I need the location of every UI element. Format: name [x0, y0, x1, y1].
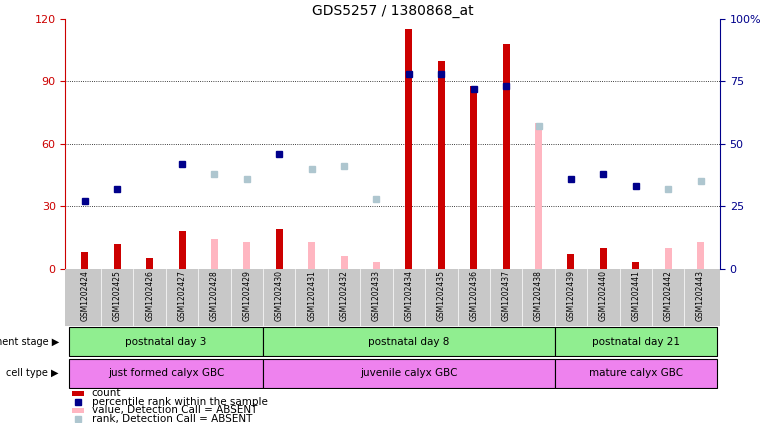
Bar [600, 248, 607, 269]
Text: value, Detection Call = ABSENT: value, Detection Call = ABSENT [92, 405, 257, 415]
Bar [470, 85, 477, 269]
Text: GSM1202439: GSM1202439 [567, 270, 575, 321]
Text: GSM1202440: GSM1202440 [599, 270, 608, 321]
Bar [263, 359, 554, 387]
Bar [263, 327, 554, 356]
Text: postnatal day 8: postnatal day 8 [368, 337, 450, 346]
Bar [211, 239, 218, 269]
Text: GSM1202436: GSM1202436 [469, 270, 478, 321]
Text: GSM1202433: GSM1202433 [372, 270, 381, 321]
Bar [665, 248, 671, 269]
Text: GSM1202430: GSM1202430 [275, 270, 284, 321]
Bar [69, 359, 263, 387]
Text: rank, Detection Call = ABSENT: rank, Detection Call = ABSENT [92, 414, 252, 423]
Text: GSM1202425: GSM1202425 [112, 270, 122, 321]
Text: postnatal day 21: postnatal day 21 [591, 337, 680, 346]
Bar [535, 123, 542, 269]
Text: GSM1202429: GSM1202429 [243, 270, 251, 321]
Bar [72, 408, 84, 413]
Text: GSM1202424: GSM1202424 [80, 270, 89, 321]
Bar [243, 242, 250, 269]
Bar [179, 231, 186, 269]
Text: GSM1202431: GSM1202431 [307, 270, 316, 321]
Text: development stage ▶: development stage ▶ [0, 337, 59, 346]
Text: mature calyx GBC: mature calyx GBC [588, 368, 683, 378]
Text: postnatal day 3: postnatal day 3 [126, 337, 206, 346]
Bar [437, 60, 445, 269]
Title: GDS5257 / 1380868_at: GDS5257 / 1380868_at [312, 4, 474, 18]
Bar [554, 327, 717, 356]
Text: GSM1202432: GSM1202432 [340, 270, 349, 321]
Text: GSM1202437: GSM1202437 [501, 270, 511, 321]
Text: GSM1202443: GSM1202443 [696, 270, 705, 321]
Bar [554, 359, 717, 387]
Bar [72, 391, 84, 396]
Text: GSM1202442: GSM1202442 [664, 270, 673, 321]
Bar [114, 244, 121, 269]
Text: juvenile calyx GBC: juvenile calyx GBC [360, 368, 457, 378]
Text: GSM1202427: GSM1202427 [178, 270, 186, 321]
Text: GSM1202428: GSM1202428 [210, 270, 219, 321]
Bar [405, 30, 413, 269]
Text: GSM1202435: GSM1202435 [437, 270, 446, 321]
Bar [632, 262, 639, 269]
Text: count: count [92, 388, 121, 398]
Bar [146, 258, 153, 269]
Text: just formed calyx GBC: just formed calyx GBC [108, 368, 224, 378]
Text: percentile rank within the sample: percentile rank within the sample [92, 397, 267, 407]
Text: GSM1202426: GSM1202426 [146, 270, 154, 321]
Bar [308, 242, 315, 269]
Bar [82, 252, 89, 269]
Text: cell type ▶: cell type ▶ [6, 368, 59, 378]
Text: GSM1202434: GSM1202434 [404, 270, 413, 321]
Bar [697, 242, 704, 269]
Text: GSM1202438: GSM1202438 [534, 270, 543, 321]
Bar [503, 44, 510, 269]
Bar [69, 327, 263, 356]
Bar [276, 229, 283, 269]
Bar [373, 262, 380, 269]
Bar [567, 254, 574, 269]
Text: GSM1202441: GSM1202441 [631, 270, 640, 321]
Bar [340, 256, 348, 269]
